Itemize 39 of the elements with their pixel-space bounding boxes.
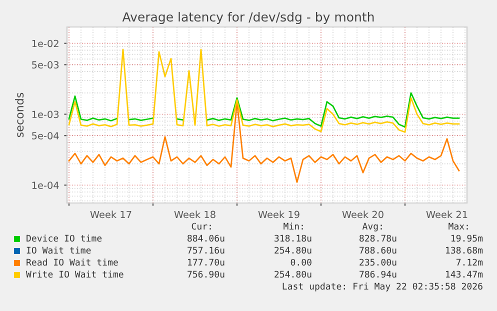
text: Avg: bbox=[362, 222, 382, 232]
x-tick-label: Week 19 bbox=[258, 210, 300, 218]
legend-label: Read IO Wait time bbox=[26, 258, 118, 266]
legend-label: Device IO time bbox=[26, 234, 102, 242]
x-tick-label: Week 18 bbox=[174, 210, 216, 218]
text: 318.18u bbox=[274, 234, 312, 242]
text: 0.00 bbox=[290, 258, 312, 266]
text: 757.16u bbox=[188, 246, 224, 254]
text: Cur: bbox=[192, 222, 211, 230]
legend-label: IO Wait time bbox=[26, 246, 91, 254]
text: 828.78u bbox=[360, 234, 396, 242]
text: 235.00u bbox=[360, 258, 396, 266]
chart-title: Average latency for /dev/sdg - by month bbox=[122, 12, 374, 24]
x-tick-label: Week 20 bbox=[342, 210, 384, 218]
text: 143.47m bbox=[446, 270, 483, 278]
text: 756.90u bbox=[188, 270, 224, 278]
legend-label: Write IO Wait time bbox=[26, 270, 124, 278]
y-tick-label: 1e-02 bbox=[32, 40, 58, 48]
text: Max: bbox=[448, 222, 468, 230]
text: 138.68m bbox=[446, 246, 483, 254]
y-axis-title: seconds bbox=[15, 92, 24, 138]
text: Min: bbox=[284, 222, 303, 230]
y-tick-label: 5e-04 bbox=[32, 132, 59, 140]
text: 786.94u bbox=[360, 270, 396, 278]
text: 884.06u bbox=[188, 234, 224, 242]
text: Last update: Fri May 22 02:35:58 2026 bbox=[282, 282, 482, 292]
line-series bbox=[68, 101, 460, 183]
text: 19.95m bbox=[451, 234, 483, 242]
text: 177.70u bbox=[188, 258, 224, 266]
text: 788.60u bbox=[360, 246, 396, 254]
y-tick-label: 5e-03 bbox=[32, 61, 59, 69]
x-tick-label: Week 17 bbox=[90, 210, 132, 218]
text: 254.80u bbox=[274, 246, 312, 254]
text: 254.80u bbox=[274, 270, 312, 278]
y-tick-label: 1e-03 bbox=[32, 110, 59, 118]
text: 7.12m bbox=[456, 258, 483, 266]
line-series bbox=[68, 48, 460, 133]
y-tick-label: 1e-04 bbox=[32, 182, 59, 189]
x-tick-label: Week 21 bbox=[426, 210, 468, 218]
